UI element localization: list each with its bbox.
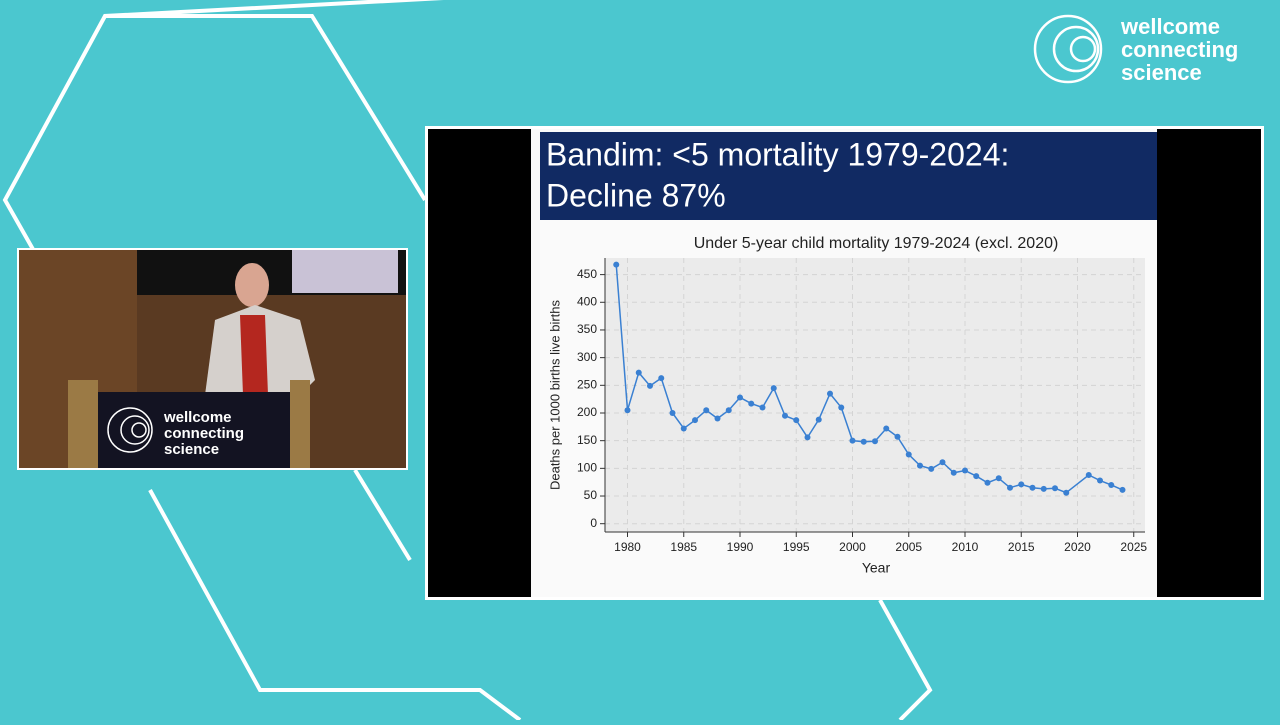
y-tick-label: 450	[577, 267, 597, 281]
data-point	[748, 400, 755, 407]
data-point	[1018, 481, 1025, 488]
data-point	[737, 394, 743, 401]
x-tick-label: 2015	[1008, 540, 1035, 554]
y-axis-label: Deaths per 1000 births live births	[547, 299, 562, 490]
data-point	[815, 416, 822, 423]
data-point	[962, 467, 968, 474]
y-tick-label: 250	[577, 377, 597, 391]
data-point	[725, 407, 732, 414]
podium-logo-text: connecting	[164, 425, 244, 442]
y-tick-label: 400	[577, 294, 597, 308]
logo-text: wellcome	[1120, 14, 1220, 39]
data-point	[793, 417, 800, 424]
data-point	[984, 479, 991, 486]
x-tick-label: 2010	[952, 540, 979, 554]
logo-text: connecting	[1121, 37, 1238, 62]
data-point	[782, 412, 788, 419]
speaker-video: wellcome connecting science	[17, 248, 408, 470]
data-point	[770, 385, 777, 392]
data-point	[1119, 486, 1126, 493]
podium-logo-text: wellcome	[163, 409, 232, 426]
y-tick-label: 300	[577, 350, 597, 364]
y-tick-label: 350	[577, 322, 597, 336]
data-point	[1063, 489, 1070, 496]
data-point	[658, 375, 665, 382]
data-point	[635, 369, 642, 376]
y-tick-label: 100	[577, 461, 597, 475]
data-point	[950, 469, 957, 476]
data-point	[905, 451, 912, 458]
chart-title: Under 5-year child mortality 1979-2024 (…	[694, 235, 1059, 252]
slide-title: Decline 87%	[546, 177, 726, 213]
data-point	[1029, 484, 1036, 491]
data-point	[939, 459, 946, 466]
data-point	[1108, 481, 1115, 488]
data-point	[680, 425, 687, 432]
logo-text: science	[1121, 60, 1202, 85]
data-point	[1040, 485, 1047, 492]
data-point	[860, 438, 867, 445]
slide-title: Bandim: <5 mortality 1979-2024:	[546, 136, 1009, 172]
x-tick-label: 2020	[1064, 540, 1091, 554]
data-point	[894, 433, 901, 440]
logo: wellcome connecting science	[1033, 14, 1238, 85]
y-tick-label: 0	[590, 516, 597, 530]
data-point	[759, 404, 766, 411]
data-point	[995, 475, 1002, 482]
data-point	[872, 438, 878, 445]
x-tick-label: 1985	[670, 540, 697, 554]
data-point	[928, 465, 935, 472]
data-point	[1007, 484, 1013, 491]
y-tick-label: 150	[577, 433, 597, 447]
data-point	[917, 462, 923, 469]
x-axis-label: Year	[862, 560, 891, 576]
data-point	[692, 417, 698, 424]
x-tick-label: 1990	[727, 540, 754, 554]
data-point	[714, 415, 721, 422]
x-tick-label: 1995	[783, 540, 810, 554]
data-point	[669, 409, 676, 416]
x-tick-label: 1980	[614, 540, 641, 554]
x-tick-label: 2025	[1120, 540, 1147, 554]
data-point	[973, 473, 980, 480]
data-point	[838, 404, 845, 411]
data-point	[1052, 485, 1058, 492]
data-point	[883, 425, 890, 432]
data-point	[613, 261, 620, 268]
data-point	[703, 407, 710, 414]
podium-logo-text: science	[164, 441, 219, 458]
chart: Under 5-year child mortality 1979-2024 (…	[547, 235, 1147, 575]
data-point	[647, 382, 653, 389]
x-tick-label: 2000	[839, 540, 866, 554]
data-point	[827, 390, 833, 397]
data-point	[849, 437, 856, 444]
data-point	[1085, 471, 1092, 478]
data-point	[1097, 477, 1103, 484]
y-tick-label: 200	[577, 405, 597, 419]
data-point	[624, 407, 631, 414]
x-tick-label: 2005	[895, 540, 922, 554]
data-point	[804, 434, 811, 441]
y-tick-label: 50	[584, 488, 598, 502]
